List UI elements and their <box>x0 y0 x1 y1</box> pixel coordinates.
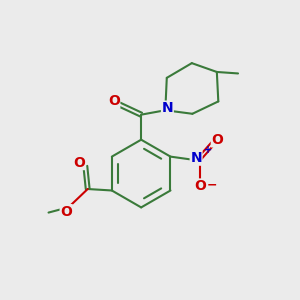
Text: N: N <box>190 151 202 165</box>
Text: N: N <box>162 101 173 115</box>
Text: −: − <box>206 178 217 191</box>
Text: +: + <box>204 145 212 155</box>
Text: O: O <box>194 179 206 193</box>
Text: O: O <box>60 205 72 219</box>
Text: O: O <box>73 155 85 170</box>
Text: O: O <box>108 94 120 108</box>
Text: O: O <box>212 133 223 147</box>
